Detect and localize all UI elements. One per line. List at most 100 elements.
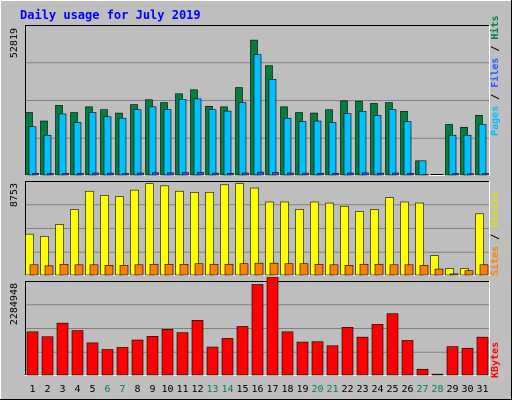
bar-sites	[30, 265, 38, 275]
bar-sites	[420, 265, 428, 275]
bar-sites	[150, 264, 158, 275]
bar-visits	[401, 202, 409, 275]
bar-sites	[330, 265, 338, 275]
bar-files	[344, 114, 351, 175]
bar-files	[479, 124, 486, 175]
bar-sites	[435, 269, 443, 275]
bar-kbytes	[177, 333, 188, 375]
x-tick-label: 21	[326, 384, 338, 395]
bar-kbytes	[402, 340, 413, 375]
bar-sites	[195, 264, 203, 275]
bar-files	[119, 118, 126, 175]
bar-sites	[75, 265, 83, 275]
bar-visits	[131, 190, 139, 275]
bar-kbytes	[252, 284, 263, 375]
bar-files	[239, 103, 246, 175]
bar-kbytes	[207, 347, 218, 375]
bar-files	[449, 135, 456, 175]
bar-kbytes	[42, 337, 53, 375]
bar-sites	[105, 265, 113, 275]
legend-sites-visits: Sites / Visits	[489, 192, 501, 276]
x-tick-label: 25	[386, 384, 398, 395]
bar-pages	[243, 173, 249, 175]
bar-sites	[465, 271, 473, 275]
bar-kbytes	[432, 374, 443, 375]
x-tick-label: 10	[161, 384, 173, 395]
x-tick-label: 30	[461, 384, 473, 395]
bar-kbytes	[222, 338, 233, 375]
bar-sites	[450, 274, 458, 275]
bar-pages	[378, 173, 384, 175]
bar-pages	[408, 173, 414, 175]
bar-pages	[108, 173, 114, 175]
bar-kbytes	[27, 332, 38, 375]
bar-visits	[236, 184, 244, 275]
bar-kbytes	[387, 314, 398, 375]
bar-visits	[86, 191, 94, 275]
bar-kbytes	[192, 320, 203, 375]
bar-kbytes	[57, 323, 68, 375]
bar-visits	[191, 192, 199, 275]
bar-pages	[453, 174, 459, 175]
bar-pages	[258, 172, 264, 175]
bar-kbytes	[312, 342, 323, 375]
x-tick-label: 12	[191, 384, 203, 395]
bar-visits	[101, 196, 109, 275]
panel-kbytes	[25, 278, 490, 376]
bar-files	[224, 111, 231, 175]
legend-separator: /	[490, 94, 501, 100]
bar-visits	[176, 191, 184, 275]
bar-pages	[138, 173, 144, 175]
bar-files	[374, 115, 381, 175]
bar-sites	[240, 264, 248, 275]
bar-visits	[326, 203, 334, 275]
bar-pages	[168, 173, 174, 175]
bar-pages	[483, 173, 489, 175]
bar-pages	[123, 173, 129, 175]
legend-separator: /	[490, 234, 501, 240]
bar-kbytes	[87, 343, 98, 375]
bar-pages	[303, 173, 309, 175]
bar-sites	[360, 264, 368, 275]
bar-visits	[161, 186, 169, 275]
bar-pages	[363, 173, 369, 175]
x-tick-label: 13	[206, 384, 218, 395]
bar-sites	[135, 265, 143, 275]
bar-pages	[183, 173, 189, 175]
bar-kbytes	[447, 347, 458, 375]
x-tick-label: 26	[401, 384, 413, 395]
bar-files	[149, 107, 156, 175]
bar-visits	[251, 188, 259, 275]
bar-kbytes	[297, 342, 308, 375]
x-tick-label: 20	[311, 384, 323, 395]
bar-files	[134, 110, 141, 175]
bar-files	[464, 135, 471, 175]
bar-sites	[285, 264, 293, 275]
bar-pages	[213, 173, 219, 175]
bar-files	[194, 99, 201, 175]
bar-files	[419, 161, 426, 175]
bar-files	[104, 117, 111, 175]
bar-files	[179, 99, 186, 175]
bar-kbytes	[102, 349, 113, 375]
legend-separator: /	[490, 46, 501, 52]
bar-pages	[78, 173, 84, 175]
bar-sites	[315, 264, 323, 275]
bar-pages	[288, 173, 294, 175]
x-tick-label: 3	[59, 384, 65, 395]
bar-files	[269, 79, 276, 175]
x-tick-label: 24	[371, 384, 383, 395]
panel-sites-visits	[25, 181, 490, 276]
bar-pages	[153, 173, 159, 175]
bar-files	[314, 121, 321, 175]
legend-sites: Sites	[489, 246, 501, 276]
bar-files	[164, 110, 171, 175]
bar-files	[209, 110, 216, 175]
x-tick-label: 18	[281, 384, 293, 395]
legend-pages-files-hits: Pages / Files / Hits	[489, 16, 501, 137]
x-tick-label: 7	[119, 384, 125, 395]
bar-sites	[300, 264, 308, 275]
x-tick-label: 8	[134, 384, 140, 395]
bar-pages	[333, 173, 339, 175]
